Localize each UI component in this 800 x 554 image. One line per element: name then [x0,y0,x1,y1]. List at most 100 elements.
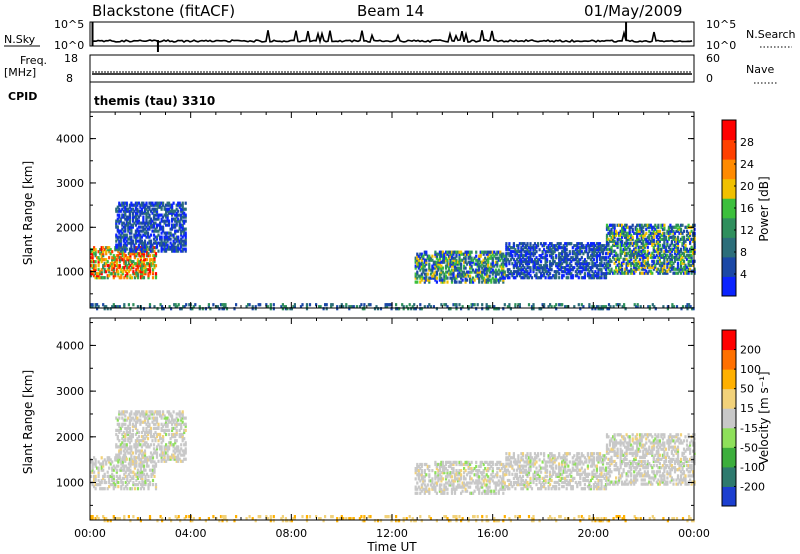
power-cell [121,254,124,258]
power-cell [115,260,118,264]
velocity-cell [537,472,540,476]
power-cell [631,227,634,231]
velocity-cell [163,422,166,426]
power-cell [491,272,494,276]
power-cell [446,270,449,274]
power-cell [441,258,444,262]
velocity-cell [129,487,132,491]
power-cell [441,256,444,260]
power-cell [116,213,119,217]
power-cell [661,227,664,231]
velocity-cell [420,462,423,467]
velocity-cell [155,416,159,420]
velocity-cell [527,466,531,470]
power-cell [128,237,131,241]
velocity-cell [151,470,155,474]
power-cell [630,225,633,229]
velocity-cell [147,487,150,491]
velocity-cell [437,475,440,479]
power-cell [636,261,639,265]
power-cell [127,207,130,211]
power-cell [583,250,586,254]
power-cell [438,250,441,254]
power-cell [529,256,532,260]
velocity-cell [550,487,553,491]
power-cell [658,263,661,267]
power-cell [658,243,661,247]
power-cell [610,229,613,233]
power-cell [625,267,628,271]
power-cell [561,274,564,278]
power-cell [290,307,293,311]
velocity-cell [493,481,496,485]
power-cell [543,256,546,260]
velocity-cell [502,491,505,495]
velocity-cell [487,485,490,489]
power-cell [456,266,460,270]
velocity-cell [146,432,150,437]
power-cell [543,272,546,276]
power-cell [669,229,672,233]
power-cell [588,276,591,280]
power-cell [558,246,561,250]
power-cell [153,266,156,270]
power-cell [540,242,543,246]
velocity-cell [155,455,159,459]
power-cell [425,260,428,264]
power-cell [494,262,497,266]
power-cell [679,223,683,227]
velocity-cell [157,410,160,414]
power-cell [171,223,174,227]
power-cell [142,262,146,266]
velocity-cell [476,485,479,489]
power-cell [125,217,128,221]
power-cell [505,244,508,248]
power-cell [105,246,108,250]
velocity-cell [121,410,124,414]
power-cell [151,229,154,233]
power-cell [458,256,461,260]
power-cell [679,259,683,263]
power-cell [475,268,478,272]
velocity-cell [140,449,143,453]
power-cell [148,221,151,225]
velocity-cell [115,432,118,437]
power-cell [99,270,102,274]
velocity-cell [143,418,147,422]
power-cell [663,231,666,235]
power-cell [580,246,583,250]
velocity-cell [420,483,423,487]
power-cell [130,252,133,256]
power-cell [610,245,613,249]
power-cell [685,233,689,237]
power-cell [122,237,125,241]
power-cell [502,264,505,268]
power-cell [655,253,658,257]
power-cell [134,215,137,219]
power-cell [96,274,99,278]
power-cell [178,241,181,245]
velocity-cell [520,480,523,485]
power-cell [687,259,690,263]
velocity-cell [541,460,544,464]
power-cell [574,254,577,258]
velocity-cell [184,449,187,453]
velocity-cell [168,457,171,461]
power-cell [518,242,521,246]
power-cell [570,260,573,264]
velocity-cell [496,460,499,464]
power-cell [562,256,565,260]
velocity-cell [154,439,157,443]
velocity-cell [160,426,163,430]
power-cell [458,272,461,276]
velocity-cell [154,449,157,453]
power-cell [145,231,148,235]
velocity-cell [494,487,497,491]
power-cell [663,259,666,263]
velocity-cell [463,485,466,489]
power-cell [592,250,595,254]
power-cell [589,274,592,278]
velocity-cell [481,491,484,495]
power-cell [667,225,670,229]
power-cell [628,237,631,241]
